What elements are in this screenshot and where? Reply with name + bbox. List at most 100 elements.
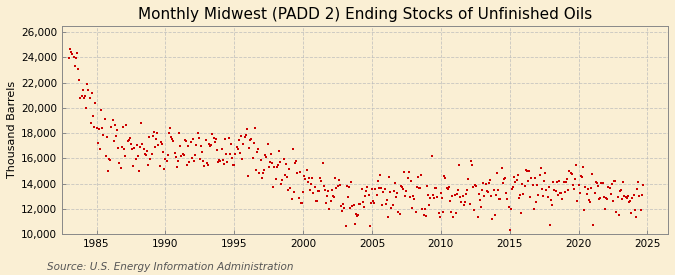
Point: [339, 206, 350, 210]
Point: [373, 178, 383, 183]
Point: [517, 182, 528, 186]
Point: [169, 150, 180, 155]
Point: [173, 131, 184, 135]
Point: [519, 183, 530, 188]
Point: [468, 207, 479, 212]
Point: [460, 200, 470, 205]
Point: [122, 139, 133, 143]
Point: [580, 185, 591, 189]
Point: [483, 189, 493, 194]
Point: [462, 188, 472, 193]
Point: [140, 153, 151, 158]
Point: [632, 187, 643, 191]
Point: [247, 156, 258, 161]
Point: [608, 199, 618, 203]
Point: [557, 197, 568, 202]
Point: [365, 200, 376, 205]
Point: [358, 205, 369, 209]
Point: [466, 163, 477, 167]
Point: [596, 181, 607, 185]
Point: [250, 167, 261, 172]
Point: [457, 193, 468, 198]
Point: [491, 192, 502, 197]
Point: [223, 136, 234, 140]
Point: [188, 137, 198, 141]
Point: [290, 160, 300, 165]
Point: [529, 207, 539, 211]
Point: [296, 201, 307, 205]
Point: [214, 158, 225, 163]
Point: [126, 142, 136, 146]
Point: [176, 154, 187, 158]
Point: [404, 195, 415, 199]
Point: [327, 194, 338, 198]
Point: [160, 157, 171, 162]
Point: [597, 181, 608, 185]
Point: [495, 197, 506, 202]
Point: [178, 153, 189, 158]
Point: [73, 67, 84, 71]
Point: [190, 153, 200, 158]
Point: [144, 135, 155, 139]
Point: [225, 141, 236, 146]
Point: [391, 195, 402, 199]
Point: [155, 164, 165, 168]
Point: [278, 157, 289, 162]
Point: [273, 149, 284, 153]
Point: [454, 163, 464, 168]
Point: [185, 140, 196, 145]
Point: [370, 187, 381, 192]
Point: [288, 147, 298, 151]
Point: [142, 148, 153, 153]
Point: [145, 156, 156, 161]
Point: [440, 176, 451, 180]
Point: [633, 180, 644, 184]
Point: [196, 144, 207, 148]
Point: [229, 163, 240, 167]
Point: [605, 192, 616, 196]
Point: [124, 138, 134, 142]
Point: [450, 210, 461, 215]
Point: [576, 175, 587, 179]
Point: [327, 188, 338, 192]
Point: [168, 139, 179, 143]
Point: [486, 194, 497, 199]
Point: [183, 144, 194, 149]
Point: [84, 96, 95, 100]
Point: [535, 165, 546, 170]
Point: [628, 193, 639, 197]
Point: [258, 171, 269, 175]
Point: [399, 169, 410, 174]
Point: [380, 202, 391, 206]
Point: [423, 193, 433, 197]
Point: [568, 183, 578, 187]
Point: [98, 133, 109, 137]
Point: [288, 190, 299, 194]
Point: [63, 56, 74, 60]
Point: [307, 176, 318, 181]
Point: [394, 212, 405, 216]
Point: [132, 154, 143, 159]
Point: [389, 181, 400, 185]
Point: [587, 171, 597, 176]
Point: [129, 146, 140, 151]
Point: [475, 197, 485, 202]
Point: [427, 192, 438, 197]
Point: [236, 134, 246, 138]
Point: [534, 173, 545, 177]
Point: [506, 207, 516, 212]
Point: [525, 194, 536, 199]
Point: [403, 170, 414, 175]
Point: [201, 161, 212, 165]
Point: [333, 178, 344, 182]
Point: [342, 195, 353, 200]
Point: [503, 205, 514, 209]
Point: [150, 145, 161, 150]
Point: [310, 199, 321, 203]
Point: [387, 203, 398, 207]
Point: [65, 47, 76, 51]
Point: [209, 140, 220, 144]
Point: [194, 157, 205, 162]
Point: [192, 131, 203, 136]
Point: [111, 134, 122, 139]
